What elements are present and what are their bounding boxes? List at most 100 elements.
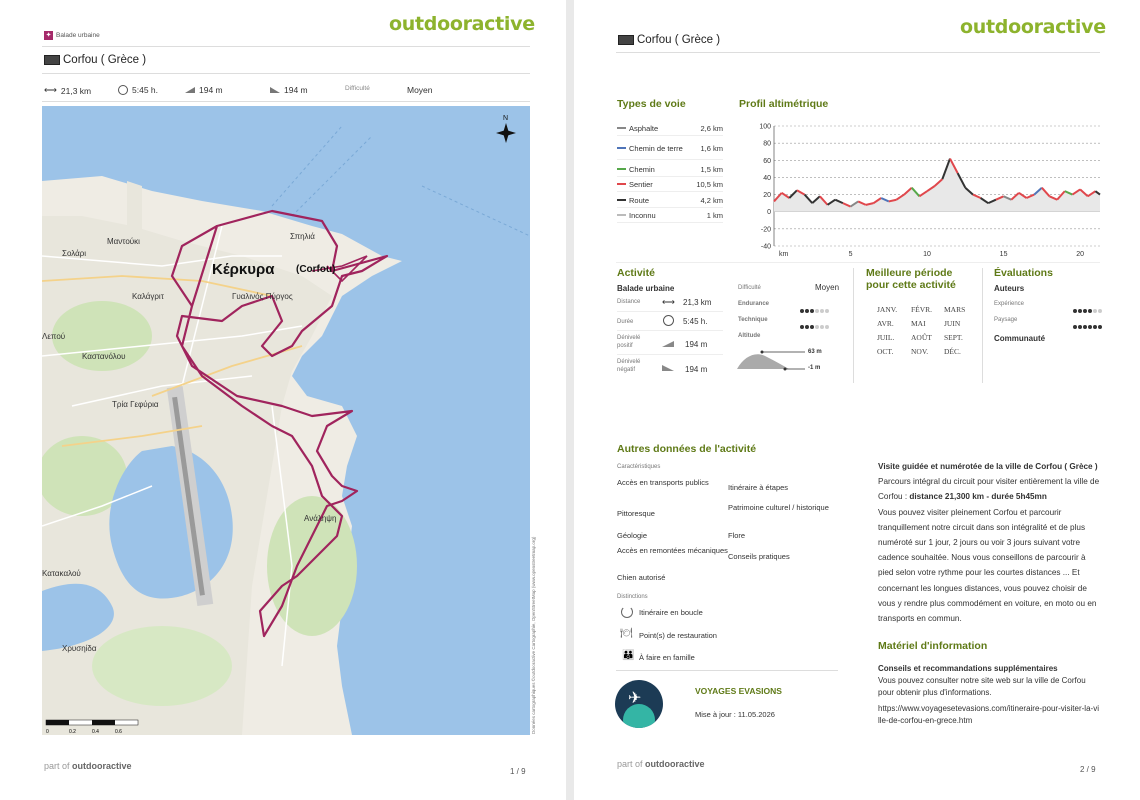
material-link[interactable]: https://www.voyagesetevasions.com/itiner… xyxy=(878,704,1099,725)
surface-swatch xyxy=(617,199,626,201)
feature-item: Flore xyxy=(728,531,746,540)
author-avatar[interactable]: ✈ xyxy=(615,680,663,728)
material-subtitle: Conseils et recommandations supplémentai… xyxy=(878,664,1058,673)
rating-dot xyxy=(1098,325,1102,329)
season-month: SEPT. xyxy=(944,333,963,342)
profile-segment xyxy=(880,197,890,203)
surface-row: Chemin 1,5 km xyxy=(617,162,723,177)
activity-descent-label: Dénivelé négatif xyxy=(617,359,641,373)
profile-segment xyxy=(1079,188,1089,198)
altitude-label: Altitude xyxy=(738,333,761,339)
surface-name: Asphalte xyxy=(629,123,659,133)
profile-segment xyxy=(918,190,928,198)
rating-dot xyxy=(1073,325,1077,329)
surface-name: Chemin de terre xyxy=(629,143,683,153)
surface-row: Inconnu 1 km xyxy=(617,208,723,223)
y-tick-label: 60 xyxy=(763,158,771,165)
landscape-rating xyxy=(1073,316,1103,334)
map-city-label: Κέρκυρα xyxy=(212,261,275,278)
season-month: FÉVR. xyxy=(911,305,933,314)
rating-dot xyxy=(815,309,819,313)
restaurant-icon: 🍽 xyxy=(620,628,633,639)
page-number: 2 / 9 xyxy=(1080,765,1096,774)
ascent-icon xyxy=(662,341,674,347)
x-unit-label: km xyxy=(779,251,789,258)
map-place-label: Σολάρι xyxy=(62,249,86,258)
rating-dot xyxy=(820,325,824,329)
surface-swatch xyxy=(617,214,626,216)
surface-row: Sentier 10,5 km xyxy=(617,177,723,192)
profile-title: Profil altimétrique xyxy=(739,98,829,110)
feature-item: Pittoresque xyxy=(617,509,655,518)
rating-dot xyxy=(1098,309,1102,313)
activity-title: Activité xyxy=(617,267,655,279)
season-month: NOV. xyxy=(911,347,929,356)
stat-ascent: 194 m xyxy=(185,85,223,95)
surface-row: Chemin de terre 1,6 km xyxy=(617,137,723,160)
profile-segment xyxy=(895,193,905,201)
community-label: Communauté xyxy=(994,334,1046,343)
profile-segment xyxy=(872,197,882,204)
season-month: MAI xyxy=(911,319,926,328)
divider xyxy=(617,311,723,312)
rating-dot xyxy=(1093,325,1097,329)
activity-duration-label: Durée xyxy=(617,319,634,325)
map-city-label-fr: (Corfou) xyxy=(296,264,335,275)
technique-label: Technique xyxy=(738,317,768,323)
divider xyxy=(616,52,1100,53)
y-tick-label: 80 xyxy=(763,141,771,148)
loop-icon xyxy=(621,606,633,618)
distinction-restaurant: Point(s) de restauration xyxy=(639,631,717,640)
rating-dot xyxy=(810,325,814,329)
feature-item: Accès en remontées mécaniques xyxy=(617,546,728,555)
flag-icon xyxy=(44,55,60,65)
distance-icon: ⟷ xyxy=(662,297,675,307)
outdooractive-logo: outdooractive xyxy=(960,16,1106,38)
profile-segment xyxy=(941,158,951,180)
descent-icon xyxy=(270,87,280,93)
stat-difficulty: Moyen xyxy=(407,85,433,95)
elevation-profile-chart: 100 80 60 40 20 0 -20 -40 5 10 15 20 km xyxy=(759,124,1101,258)
difficulty-label: Difficulté xyxy=(738,285,761,291)
profile-segment xyxy=(956,172,967,189)
difficulty-value: Moyen xyxy=(815,283,840,292)
profile-segment xyxy=(995,195,1004,201)
north-arrow-icon: N xyxy=(496,115,516,143)
y-tick-label: 100 xyxy=(759,124,771,131)
rating-dot xyxy=(825,309,829,313)
rating-dot xyxy=(1093,309,1097,313)
experience-label: Expérience xyxy=(994,301,1025,307)
endurance-rating xyxy=(800,300,830,318)
rating-dot xyxy=(1078,325,1082,329)
profile-segment xyxy=(1094,190,1101,196)
stat-difficulty-label: Difficulté xyxy=(345,85,370,92)
svg-text:0: 0 xyxy=(46,729,49,735)
globe-icon xyxy=(623,704,655,728)
season-month: MARS xyxy=(944,305,966,314)
x-tick-label: 20 xyxy=(1076,251,1084,258)
experience-rating xyxy=(1073,300,1103,318)
plane-icon: ✈ xyxy=(628,690,642,707)
divider xyxy=(616,262,1100,263)
map-attribution: Données cartographiques ©outdooractive C… xyxy=(531,536,536,734)
description-paragraph-1: Parcours intégral du circuit pour visite… xyxy=(878,477,1100,502)
rating-dot xyxy=(1083,325,1087,329)
author-name[interactable]: VOYAGES EVASIONS xyxy=(695,686,782,696)
rating-dot xyxy=(1083,309,1087,313)
walking-icon: ✦ xyxy=(44,31,53,40)
x-tick-label: 10 xyxy=(923,251,931,258)
profile-segment xyxy=(865,202,874,206)
profile-segment xyxy=(911,187,921,197)
technique-rating xyxy=(800,316,830,334)
surface-swatch xyxy=(617,168,626,170)
route-map[interactable]: Κέρκυρα (Corfou) Σπηλιά Μαντούκι Σολάρι … xyxy=(42,106,530,735)
outdooractive-logo: outdooractive xyxy=(389,13,535,35)
rating-dot xyxy=(1073,309,1077,313)
activity-ascent-value: 194 m xyxy=(685,340,708,349)
map-place-label: Σπηλιά xyxy=(290,232,315,241)
rating-dot xyxy=(805,309,809,313)
updated-date: Mise à jour : 11.05.2026 xyxy=(695,710,775,719)
other-data-title: Autres données de l'activité xyxy=(617,443,757,455)
description-paragraph-2: Vous pouvez visiter pleinement Corfou et… xyxy=(878,507,1097,624)
distance-icon: ⟷ xyxy=(44,85,57,95)
